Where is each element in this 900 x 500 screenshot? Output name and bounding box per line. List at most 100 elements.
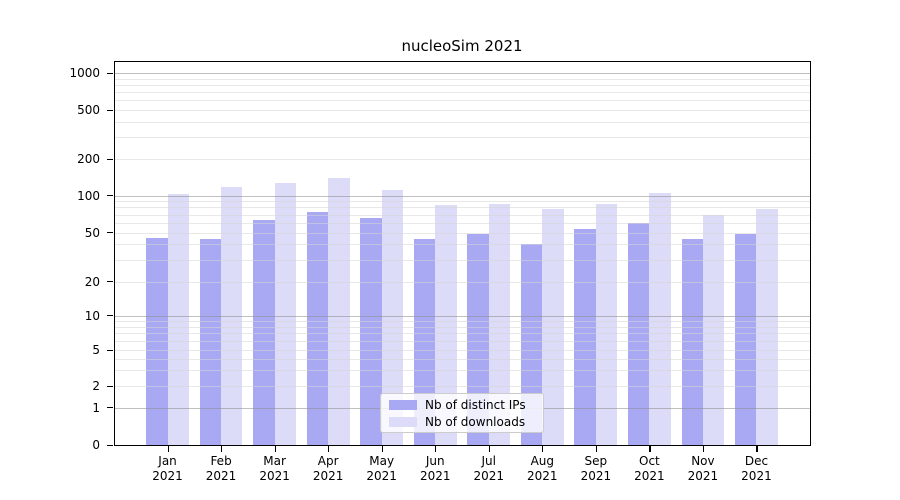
x-tick-label-jan: Jan 2021: [136, 454, 200, 484]
gridline-minor-5: [114, 350, 810, 351]
gridline-minor-4: [114, 358, 810, 360]
legend-label-downloads: Nb of downloads: [425, 414, 526, 429]
y-tick-label-5: 5: [92, 343, 100, 357]
bar-downloads-jul: [488, 204, 511, 445]
x-label-year: 2021: [473, 469, 505, 483]
x-label-year: 2021: [527, 469, 558, 483]
gridline-minor-9: [114, 320, 810, 322]
x-tick-jan: [167, 446, 169, 452]
gridline-minor-2: [114, 386, 810, 387]
y-tick-50: [107, 232, 113, 234]
x-label-month: Dec: [744, 454, 769, 468]
x-label-year: 2021: [580, 469, 612, 483]
x-label-year: 2021: [152, 469, 183, 483]
x-tick-label-sep: Sep 2021: [564, 454, 628, 484]
gridline-minor-60: [114, 222, 810, 224]
y-tick-200: [107, 158, 113, 160]
x-label-year: 2021: [687, 469, 719, 483]
gridline-minor-400: [114, 121, 810, 123]
x-label-year: 2021: [419, 469, 451, 483]
gridline-minor-20: [114, 281, 810, 283]
gridline-minor-80: [114, 207, 810, 209]
gridline-minor-700: [114, 92, 810, 94]
gridline-minor-800: [114, 84, 810, 86]
legend-swatch-downloads: [389, 416, 417, 427]
legend: Nb of distinct IPs Nb of downloads: [380, 393, 544, 433]
bar-downloads-oct: [649, 192, 671, 445]
bar-ips-may: [360, 217, 382, 445]
gridline-minor-200: [114, 159, 810, 160]
x-label-year: 2021: [205, 469, 237, 483]
bar-downloads-apr: [328, 177, 350, 445]
x-tick-label-dec: Dec 2021: [724, 454, 788, 484]
x-label-month: Nov: [691, 454, 715, 468]
x-tick-label-mar: Mar 2021: [243, 454, 307, 484]
y-tick-label-2: 2: [92, 379, 100, 393]
y-tick-1000: [107, 72, 113, 74]
y-tick-label-50: 50: [84, 225, 100, 240]
bar-downloads-sep: [595, 204, 618, 445]
legend-item-distinct-ips: Nb of distinct IPs: [389, 398, 535, 412]
x-tick-jun: [435, 446, 437, 452]
bar-ips-apr: [306, 212, 329, 445]
x-tick-apr: [328, 446, 330, 452]
bar-downloads-jan: [167, 194, 189, 445]
x-tick-label-feb: Feb 2021: [189, 454, 253, 484]
gridline-minor-30: [114, 259, 810, 261]
gridline-minor-900: [114, 78, 810, 80]
y-tick-100: [107, 195, 113, 197]
legend-item-downloads: Nb of downloads: [389, 415, 535, 429]
y-tick-5: [107, 349, 113, 351]
gridline-minor-90: [114, 201, 810, 203]
x-tick-mar: [274, 446, 276, 452]
y-tick-label-500: 500: [77, 103, 100, 117]
x-tick-label-jun: Jun 2021: [403, 454, 467, 484]
x-label-month: Mar: [263, 454, 286, 468]
y-tick-label-200: 200: [77, 152, 100, 166]
x-tick-label-apr: Apr 2021: [296, 454, 360, 484]
legend-label-distinct-ips: Nb of distinct IPs: [425, 397, 526, 412]
x-tick-may: [381, 446, 383, 452]
x-tick-label-nov: Nov 2021: [671, 454, 735, 484]
bar-ips-dec: [735, 233, 757, 445]
bar-ips-jul: [467, 233, 489, 445]
x-label-month: Jul: [481, 454, 496, 468]
y-tick-0: [107, 444, 113, 446]
gridline-minor-8: [114, 326, 810, 328]
y-tick-10: [107, 315, 113, 317]
y-tick-label-1000: 1000: [69, 66, 100, 80]
gridline-major-100: [114, 195, 810, 197]
y-tick-label-1: 1: [92, 400, 100, 415]
x-tick-feb: [221, 446, 223, 452]
x-tick-label-may: May 2021: [350, 454, 414, 484]
x-label-year: 2021: [259, 469, 290, 483]
y-tick-2: [107, 385, 113, 387]
bar-downloads-mar: [274, 182, 296, 445]
gridline-minor-7: [114, 333, 810, 335]
bar-downloads-nov: [702, 214, 725, 445]
bar-ips-nov: [681, 239, 703, 445]
y-tick-20: [107, 281, 113, 283]
x-label-year: 2021: [741, 469, 772, 483]
x-tick-nov: [702, 446, 705, 452]
x-label-month: Feb: [210, 454, 232, 468]
x-label-month: Jun: [425, 454, 445, 468]
x-tick-jul: [488, 446, 490, 452]
x-tick-dec: [756, 446, 758, 452]
x-tick-label-jul: Jul 2021: [457, 454, 521, 484]
x-label-month: May: [369, 454, 395, 468]
gridline-major-10: [114, 315, 810, 317]
x-label-month: Apr: [317, 454, 339, 468]
x-label-year: 2021: [366, 469, 397, 483]
gridline-minor-3: [114, 370, 810, 372]
gridline-minor-50: [114, 232, 810, 234]
x-label-month: Oct: [639, 454, 660, 468]
y-tick-label-100: 100: [77, 188, 100, 203]
gridline-minor-500: [114, 110, 810, 111]
y-tick-label-20: 20: [84, 274, 100, 289]
gridline-minor-6: [114, 340, 810, 342]
y-tick-label-0: 0: [92, 438, 100, 452]
bar-ips-sep: [574, 229, 596, 445]
x-label-month: Jan: [158, 454, 177, 468]
x-label-month: Sep: [584, 454, 608, 468]
